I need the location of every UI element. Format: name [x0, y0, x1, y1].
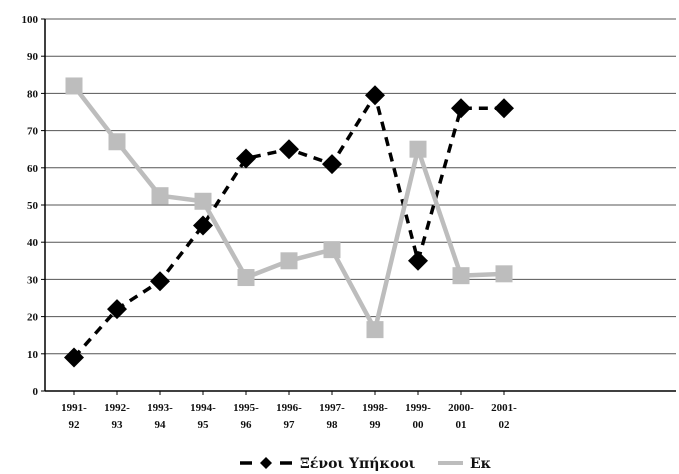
data-point-diamond: [150, 271, 170, 292]
x-tick-label: 94: [155, 419, 167, 431]
y-tick-label: 70: [27, 126, 39, 138]
y-tick-label: 50: [27, 200, 39, 212]
x-tick-label: 1991-: [61, 402, 87, 414]
x-tick-label: 97: [284, 419, 296, 431]
data-point-square: [194, 192, 212, 210]
x-tick-label: 1999-: [405, 402, 431, 414]
y-tick-labels: 0 10 20 30 40 50 60 70 80 90 100: [22, 14, 39, 398]
y-tick-label: 100: [22, 14, 39, 26]
series-line-2: [72, 84, 505, 332]
data-point-diamond: [236, 148, 256, 169]
legend-label-1: Ξένοι Υπήκοοι: [300, 456, 416, 472]
x-tick-label: 93: [112, 419, 124, 431]
x-tick-label: 92: [69, 419, 81, 431]
legend: Ξένοι Υπήκοοι Εκ: [240, 456, 491, 472]
x-tick-label: 01: [456, 419, 467, 431]
x-tick-label: 1997-: [319, 402, 345, 414]
y-tick-label: 10: [27, 349, 39, 361]
series-layer: [64, 77, 514, 368]
data-point-diamond: [408, 250, 428, 271]
data-point-diamond: [107, 299, 127, 320]
x-tick-label: 1994-: [190, 402, 216, 414]
x-tick-label: 1996-: [276, 402, 302, 414]
data-point-diamond: [494, 98, 514, 119]
x-tick-label: 99: [370, 419, 382, 431]
x-tick-label: 1993-: [147, 402, 173, 414]
y-tick-label: 80: [27, 88, 39, 100]
x-tick-label: 98: [327, 419, 339, 431]
data-point-square: [366, 321, 384, 339]
data-point-diamond: [279, 139, 299, 160]
x-tick-label: 00: [413, 419, 425, 431]
x-tick-label: 96: [241, 419, 253, 431]
data-point-square: [151, 187, 169, 205]
data-point-square: [280, 252, 298, 270]
axes: [41, 18, 676, 395]
x-tick-label: 1998-: [362, 402, 388, 414]
y-tick-label: 40: [27, 237, 39, 249]
data-point-diamond: [64, 347, 84, 368]
y-tick-label: 90: [27, 51, 39, 63]
data-point-square: [409, 140, 427, 158]
data-point-diamond: [451, 98, 471, 119]
data-point-square: [323, 241, 341, 259]
x-tick-label: 02: [499, 419, 511, 431]
x-tick-label: 1992-: [104, 402, 130, 414]
data-point-diamond: [322, 154, 342, 175]
data-point-square: [108, 133, 126, 151]
x-tick-label: 1995-: [233, 402, 259, 414]
y-tick-label: 60: [27, 163, 39, 175]
y-tick-label: 20: [27, 312, 39, 324]
x-tick-label: 2001-: [491, 402, 517, 414]
x-tick-labels: 1991- 92 1992- 93 1993- 94 1994- 95 1995- 96 1996-…: [61, 402, 517, 431]
y-tick-label: 30: [27, 274, 39, 286]
grid-lines: [45, 18, 676, 355]
y-tick-label: 0: [33, 386, 39, 398]
series-line-1: [72, 93, 504, 359]
data-point-square: [237, 269, 255, 287]
legend-marker-1: [260, 457, 272, 469]
data-point-diamond: [365, 85, 385, 106]
x-tick-label: 2000-: [448, 402, 474, 414]
data-point-square: [452, 267, 470, 285]
data-point-square: [65, 77, 83, 95]
x-tick-label: 95: [198, 419, 210, 431]
data-point-diamond: [193, 215, 213, 236]
data-point-square: [495, 265, 513, 283]
legend-label-2: Εκ: [470, 456, 491, 472]
